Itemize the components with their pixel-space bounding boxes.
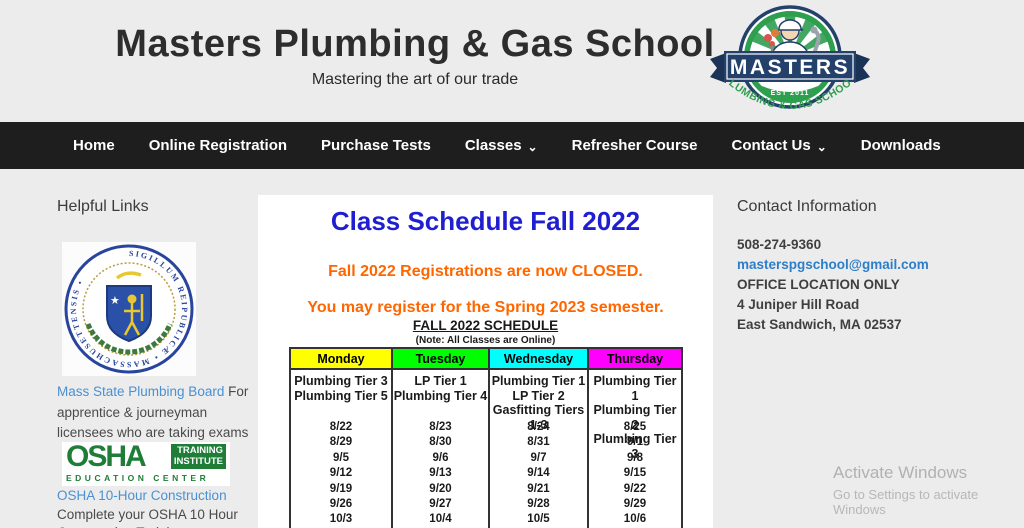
osha-education-center-text: EDUCATION CENTER: [66, 473, 210, 483]
schedule-column-monday: Plumbing Tier 3 Plumbing Tier 5 8/22 8/29 9…: [289, 368, 393, 528]
main-navbar: Home Online Registration Purchase Tests …: [0, 122, 1024, 169]
class-list: Plumbing Tier 1 LP Tier 2 Gasfitting Tiers…: [491, 374, 586, 432]
contact-information-heading: Contact Information: [737, 198, 877, 215]
nav-item-classes[interactable]: Classes ⌄: [464, 137, 538, 154]
logo-est-text: EST 2011: [771, 90, 810, 97]
mass-board-text: Mass State Plumbing Board For apprentice…: [57, 382, 249, 444]
day-header-wednesday: Wednesday: [488, 347, 589, 370]
mass-state-seal-image[interactable]: SIGILLUM REIPUBLICÆ • MASSACHUSETTENSIS …: [62, 242, 196, 376]
date-list: 8/25 9/1 9/8 9/15 9/22 9/29 10/6: [623, 421, 647, 526]
osha-course-desc-line1: Complete your OSHA 10 Hour: [57, 506, 238, 522]
page-title: Class Schedule Fall 2022: [330, 206, 641, 236]
date-list: 8/23 8/30 9/6 9/13 9/20 9/27 10/4: [429, 421, 452, 526]
massachusetts-seal-icon: SIGILLUM REIPUBLICÆ • MASSACHUSETTENSIS …: [62, 242, 196, 376]
date-list: 8/22 8/29 9/5 9/12 9/19 9/26 10/3: [329, 421, 353, 526]
logo-banner-text: MASTERS: [730, 56, 850, 79]
mass-board-desc: For apprentice & journeyman licensees wh…: [57, 384, 249, 440]
osha-course-desc-line2: Construction Training: [57, 524, 257, 528]
nav-item-refresher-course[interactable]: Refresher Course: [571, 137, 698, 154]
schedule-column-tuesday: LP Tier 1 Plumbing Tier 4 8/23 8/30 9/6 9/13…: [391, 368, 490, 528]
osha-course-text: OSHA 10-Hour Construction Complete your …: [57, 487, 257, 528]
nav-item-purchase-tests[interactable]: Purchase Tests: [321, 137, 431, 154]
day-header-monday: Monday: [289, 347, 393, 370]
schedule-title: FALL 2022 SCHEDULE: [412, 318, 559, 333]
registration-closed-notice: Fall 2022 Registrations are now CLOSED.: [328, 263, 643, 280]
contact-info-block: 508-274-9360 masterspgschool@gmail.com O…: [737, 235, 929, 335]
site-tagline: Mastering the art of our trade: [311, 71, 519, 88]
mass-board-link[interactable]: Mass State Plumbing Board: [57, 384, 225, 399]
day-header-thursday: Thursday: [587, 347, 683, 370]
school-logo-icon: MASTERS EST 2011 PLUMBING & GAS SCHOOL: [702, 2, 870, 112]
schedule-body-row: Plumbing Tier 3 Plumbing Tier 5 8/22 8/29 9…: [289, 368, 683, 528]
address-line1: 4 Juniper Hill Road: [737, 297, 860, 312]
osha-logo-image[interactable]: OSHA TRAINING INSTITUTE EDUCATION CENTER: [62, 442, 230, 486]
site-title: Masters Plumbing & Gas School: [115, 23, 715, 65]
contact-email-link[interactable]: masterspgschool@gmail.com: [737, 257, 929, 272]
contact-phone: 508-274-9360: [737, 237, 822, 252]
activate-windows-subtext: Go to Settings to activate Windows: [833, 487, 979, 517]
nav-item-contact-us[interactable]: Contact Us ⌄: [731, 137, 827, 154]
seal-star-icon: ★: [110, 295, 120, 307]
nav-item-downloads[interactable]: Downloads: [860, 137, 941, 154]
class-list: Plumbing Tier 3 Plumbing Tier 5: [294, 374, 388, 403]
osha-training-institute-badge: TRAINING INSTITUTE: [170, 444, 226, 469]
class-list: Plumbing Tier 1 Plumbing Tier 2 Plumbing T…: [593, 374, 677, 461]
date-list: 8/24 8/31 9/7 9/14 9/21 9/28 10/5: [527, 421, 550, 526]
helpful-links-heading: Helpful Links: [57, 198, 149, 215]
main-content-panel: Class Schedule Fall 2022 Fall 2022 Regis…: [258, 195, 713, 528]
schedule-column-wednesday: Plumbing Tier 1 LP Tier 2 Gasfitting Tiers…: [488, 368, 589, 528]
spring-register-notice: You may register for the Spring 2023 sem…: [307, 299, 664, 316]
osha-course-link[interactable]: OSHA 10-Hour Construction: [57, 488, 227, 503]
chevron-down-icon: ⌄: [816, 139, 827, 154]
address-line2: East Sandwich, MA 02537: [737, 317, 902, 332]
nav-item-online-registration[interactable]: Online Registration: [148, 137, 288, 154]
schedule-note: (Note: All Classes are Online): [415, 335, 556, 346]
office-location-note: OFFICE LOCATION ONLY: [737, 277, 900, 292]
osha-logo-word: OSHA: [66, 440, 147, 473]
activate-windows-watermark: Activate Windows: [833, 463, 968, 482]
schedule-header-row: Monday Tuesday Wednesday Thursday: [289, 347, 683, 370]
day-header-tuesday: Tuesday: [391, 347, 490, 370]
nav-item-home[interactable]: Home: [73, 137, 115, 154]
schedule-table: Monday Tuesday Wednesday Thursday Plumbi…: [289, 347, 683, 528]
schedule-column-thursday: Plumbing Tier 1 Plumbing Tier 2 Plumbing T…: [587, 368, 683, 528]
chevron-down-icon: ⌄: [527, 139, 538, 154]
class-list: LP Tier 1 Plumbing Tier 4: [393, 374, 488, 403]
